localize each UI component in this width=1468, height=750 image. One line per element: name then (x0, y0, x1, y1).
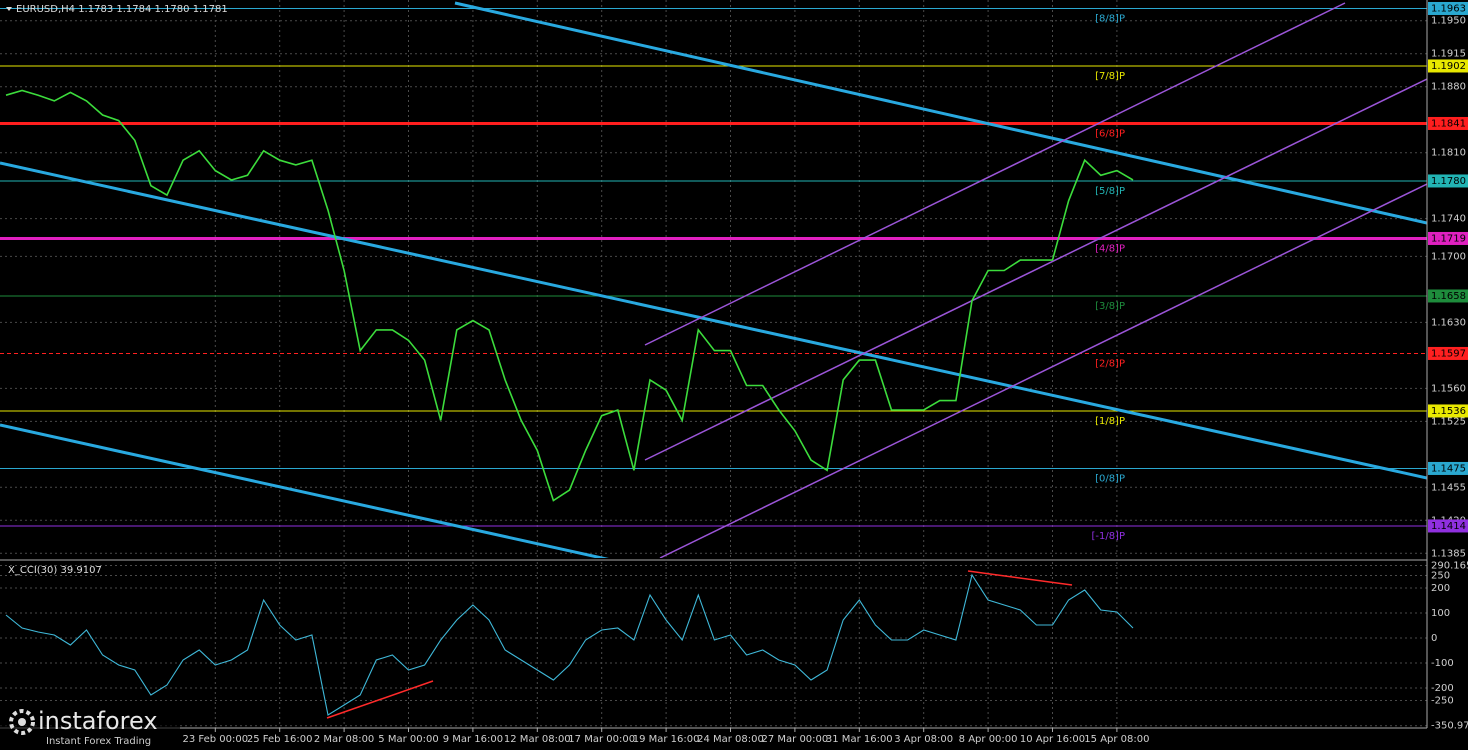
y-tick-label: 1.1525 (1431, 416, 1466, 427)
trend-line (454, 1, 1427, 225)
y-tick-label: 1.1950 (1431, 16, 1466, 27)
x-tick-label: 31 Mar 16:00 (826, 734, 893, 745)
y-tick-label: 1.1560 (1431, 383, 1466, 394)
level-price-box (1428, 1, 1468, 15)
level-name: [3/8]P (1095, 301, 1125, 312)
y-tick-label: 1.1810 (1431, 148, 1466, 159)
x-tick-label: 10 Apr 16:00 (1020, 734, 1085, 745)
channel-line (644, 2, 1346, 346)
level-name: [0/8]P (1095, 473, 1125, 484)
logo: instaforex Instant Forex Trading (0, 706, 180, 750)
y-tick-label: 1.1700 (1431, 251, 1466, 262)
level-price-box (1428, 174, 1468, 188)
grid (0, 0, 1427, 728)
y-tick-label: 1.1385 (1431, 548, 1466, 559)
level-price-box (1428, 231, 1468, 245)
level-price: 1.1963 (1431, 3, 1466, 14)
trend-line (0, 423, 609, 558)
channel-line (659, 183, 1427, 558)
level-price-box (1428, 346, 1468, 360)
x-tick-label: 17 Mar 00:00 (568, 734, 635, 745)
level-name: [1/8]P (1095, 416, 1125, 427)
x-tick-label: 8 Apr 00:00 (959, 734, 1018, 745)
labels: 1.1950 1.1915 1.1880 1.1810 1.1740 1.1700 1.16… (182, 1, 1468, 745)
level-name: [5/8]P (1095, 186, 1125, 197)
level-name: [2/8]P (1095, 358, 1125, 369)
y-tick-label: 1.1740 (1431, 214, 1466, 225)
level-price: 1.1536 (1431, 406, 1466, 417)
y-tick-label: 0 (1431, 633, 1437, 644)
murrey-levels (0, 7, 1427, 527)
menu-arrow (6, 7, 12, 11)
divergence-line (967, 570, 1073, 586)
channel-line (644, 78, 1427, 461)
chart-title: EURUSD,H4 1.1783 1.1784 1.1780 1.1781 (16, 4, 228, 15)
logo-icon (9, 709, 35, 735)
level-price: 1.1841 (1431, 118, 1466, 129)
y-tick-label: -350.973 (1431, 721, 1468, 732)
y-tick-label: 200 (1431, 583, 1450, 594)
x-tick-label: 12 Mar 08:00 (504, 734, 571, 745)
x-tick-label: 24 Mar 08:00 (697, 734, 764, 745)
level-price: 1.1658 (1431, 291, 1466, 302)
level-name: [4/8]P (1095, 243, 1125, 254)
x-tick-label: 19 Mar 16:00 (633, 734, 700, 745)
x-tick-label: 15 Apr 08:00 (1084, 734, 1149, 745)
logo-tagline: Instant Forex Trading (46, 736, 151, 747)
logo-name: instaforex (38, 707, 158, 735)
level-price: 1.1719 (1431, 233, 1466, 244)
level-price-box (1428, 289, 1468, 303)
level-price: 1.1414 (1431, 521, 1466, 532)
level-name: [6/8]P (1095, 128, 1125, 139)
y-tick-label: 1.1630 (1431, 317, 1466, 328)
level-price: 1.1597 (1431, 348, 1466, 359)
x-tick-label: 3 Apr 08:00 (894, 734, 953, 745)
level-name: [7/8]P (1095, 71, 1125, 82)
y-tick-label: -250 (1431, 696, 1454, 707)
logo-icon-core (18, 718, 26, 726)
y-tick-label: 1.1880 (1431, 82, 1466, 93)
level-price-box (1428, 116, 1468, 130)
series (5, 89, 1134, 716)
x-tick-label: 23 Feb 00:00 (182, 734, 248, 745)
x-tick-label: 5 Mar 00:00 (378, 734, 438, 745)
y-tick-label: -200 (1431, 683, 1454, 694)
x-tick-label: 2 Mar 08:00 (314, 734, 374, 745)
y-tick-label: -100 (1431, 658, 1454, 669)
level-name: [-1/8]P (1091, 531, 1125, 542)
trend-lines (0, 1, 1427, 558)
cci-line (5, 573, 1134, 716)
level-price-box (1428, 519, 1468, 533)
y-tick-label: 290.1656 (1431, 560, 1468, 571)
level-price: 1.1780 (1431, 176, 1466, 187)
divergence-lines (326, 570, 1073, 719)
price-line (5, 89, 1134, 502)
level-price-box (1428, 404, 1468, 418)
y-tick-label: 250 (1431, 571, 1450, 582)
level-name: [8/8]P (1095, 13, 1125, 24)
level-price-box (1428, 59, 1468, 73)
y-tick-label: 1.1915 (1431, 49, 1466, 60)
indicator-title: X_CCI(30) 39.9107 (8, 565, 102, 576)
y-tick-label: 1.1455 (1431, 482, 1466, 493)
divergence-line (326, 680, 434, 719)
trend-line (0, 161, 1427, 480)
x-tick-label: 27 Mar 00:00 (762, 734, 829, 745)
x-tick-label: 9 Mar 16:00 (443, 734, 503, 745)
level-price: 1.1902 (1431, 61, 1466, 72)
level-price: 1.1475 (1431, 463, 1466, 474)
y-tick-label: 100 (1431, 608, 1450, 619)
x-tick-label: 25 Feb 16:00 (247, 734, 313, 745)
level-price-box (1428, 461, 1468, 475)
